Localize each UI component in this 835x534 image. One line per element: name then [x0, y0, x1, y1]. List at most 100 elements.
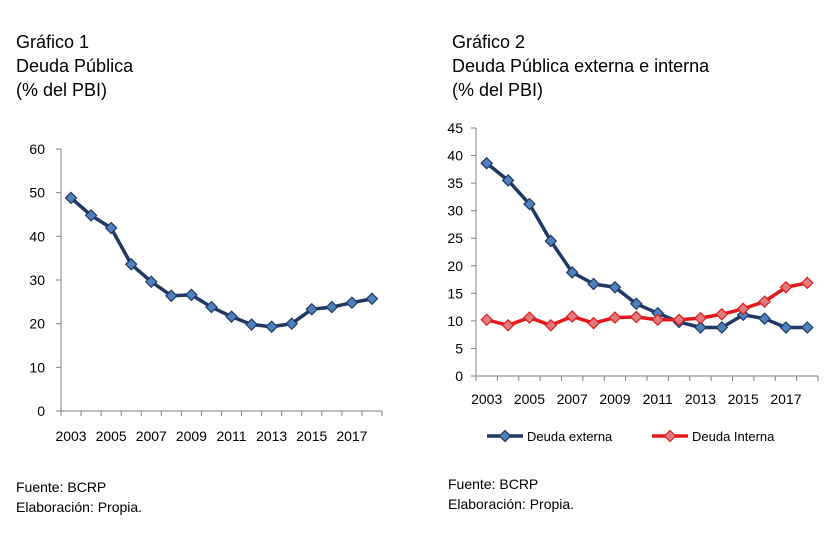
chart1-credit: Elaboración: Propia. — [16, 499, 143, 515]
chart1-series-0-point — [265, 320, 279, 334]
chart2-x-tick-label: 2017 — [770, 391, 801, 407]
chart2-y-tick-label: 20 — [447, 258, 463, 274]
chart2-series-0-point — [523, 197, 536, 211]
chart2-series-0-point — [758, 312, 771, 326]
chart2-series-1-point — [565, 310, 579, 323]
chart1-series-0-point — [325, 300, 339, 314]
chart2-title: Gráfico 2 — [452, 32, 526, 52]
chart1-y-tick-label: 60 — [29, 141, 45, 157]
chart2-x-tick-label: 2005 — [514, 391, 545, 407]
chart1-series-0-point — [345, 296, 359, 310]
chart2-series-0-point — [480, 156, 494, 170]
chart2-series-1-point — [736, 302, 750, 316]
chart2-series-1-point — [480, 313, 494, 327]
chart2-series-1-point — [715, 307, 729, 321]
chart1-series-0-point — [285, 317, 299, 331]
chart2-series-1-point — [587, 316, 600, 330]
chart2-y-tick-label: 40 — [447, 148, 463, 164]
chart2-series-0-point — [715, 321, 729, 334]
chart1-y-tick-label: 10 — [29, 359, 45, 375]
chart2-series-0-point — [800, 321, 814, 334]
chart2-y-tick-label: 0 — [455, 368, 463, 384]
chart2-notes: Fuente: BCRP Elaboración: Propia. — [448, 474, 574, 514]
chart1-series-0-point — [84, 209, 98, 222]
chart1-series-0-point — [225, 310, 238, 324]
chart2-series-1-point — [694, 311, 707, 325]
chart2-x-tick-label: 2009 — [599, 391, 630, 407]
chart2-series-1-point — [523, 311, 536, 324]
chart2-y-tick-label: 15 — [447, 285, 463, 301]
chart1-series-0-point — [124, 257, 138, 271]
chart2-y-tick-label: 5 — [455, 340, 463, 356]
chart1-title-block: Gráfico 1 Deuda Pública (% del PBI) — [16, 30, 133, 102]
chart2-title-block: Gráfico 2 Deuda Pública externa e intern… — [452, 30, 709, 102]
chart2-series-1-point — [608, 311, 622, 324]
chart1-x-tick-label: 2015 — [296, 428, 327, 444]
chart2-series-0-point — [501, 174, 515, 187]
chart1-x-tick-label: 2003 — [55, 428, 86, 444]
chart2-y-tick-label: 30 — [447, 203, 463, 219]
chart2-series-1-point — [544, 318, 558, 332]
chart2-unit: (% del PBI) — [452, 80, 544, 100]
chart1-unit: (% del PBI) — [16, 80, 108, 100]
chart2-x-tick-label: 2003 — [471, 391, 502, 407]
chart1-x-tick-label: 2013 — [256, 428, 287, 444]
chart1-series-0-line — [69, 196, 373, 329]
chart2-x-tick-label: 2007 — [557, 391, 588, 407]
chart1-notes: Fuente: BCRP Elaboración: Propia. — [16, 477, 142, 517]
chart2-credit: Elaboración: Propia. — [448, 496, 575, 512]
chart1-series-0-point — [164, 289, 178, 303]
chart1-x-tick-label: 2005 — [96, 428, 127, 444]
chart1-series-0-point — [185, 288, 198, 302]
chart2-series-0-point — [544, 234, 558, 248]
legend-label-0: Deuda externa — [527, 429, 613, 444]
chart2-series-0-point — [779, 321, 793, 334]
legend-label-1: Deuda Interna — [692, 429, 775, 444]
chart2-series-0-point — [694, 321, 707, 334]
chart1-x-tick-label: 2011 — [216, 428, 246, 444]
chart1-series-0-point — [144, 275, 158, 289]
chart1-y-tick-label: 40 — [29, 228, 45, 244]
chart1-series-0-point — [205, 300, 218, 314]
chart2-legend: Deuda externa Deuda Interna — [487, 429, 775, 444]
legend-marker-1 — [663, 429, 677, 443]
chart2-series-1-line — [486, 281, 808, 328]
chart1-y-tick-label: 20 — [29, 316, 45, 332]
chart2-x-tick-label: 2013 — [685, 391, 716, 407]
chart1-y-tick-label: 0 — [37, 403, 45, 419]
chart2-y-tick-label: 25 — [447, 230, 463, 246]
chart2-series-1-point — [651, 313, 665, 327]
chart1-subtitle: Deuda Pública — [16, 56, 134, 76]
chart2-series-1-point — [779, 280, 793, 294]
chart2-source: Fuente: BCRP — [448, 476, 539, 492]
chart2-series-1-point — [672, 313, 686, 327]
chart2-subtitle: Deuda Pública externa e interna — [452, 56, 710, 76]
chart2-series-0-point — [629, 297, 643, 311]
chart2-series-0-point — [608, 280, 622, 294]
chart2-series-0-point — [587, 277, 600, 291]
chart1-series-0-point — [305, 302, 319, 316]
chart1-x-tick-label: 2009 — [176, 428, 207, 444]
chart2-x-tick-label: 2015 — [728, 391, 759, 407]
chart1-y-tick-label: 50 — [29, 185, 45, 201]
chart1-source: Fuente: BCRP — [16, 479, 107, 495]
chart2-series-0-line — [485, 161, 808, 330]
chart2-y-tick-label: 10 — [447, 313, 463, 329]
chart1-plot: 0 10 20 30 40 50 60 2003 2005 2007 2009 2011 2013 201… — [29, 141, 383, 444]
chart2-series-1-point — [758, 295, 771, 308]
chart1-series-0-point — [245, 318, 258, 331]
chart2-series-1-point — [501, 318, 515, 332]
chart2-y-tick-label: 45 — [447, 120, 463, 136]
chart1-x-tick-label: 2007 — [136, 428, 167, 444]
chart2-series-1-point — [629, 310, 643, 324]
chart1-series-0-point — [64, 191, 78, 205]
chart2-y-tick-label: 35 — [447, 175, 463, 191]
chart1-y-tick-label: 30 — [29, 272, 45, 288]
chart2-series-0-point — [565, 266, 579, 279]
legend-marker-0 — [498, 429, 512, 443]
chart1-title: Gráfico 1 — [16, 32, 90, 52]
chart2-x-tick-label: 2011 — [643, 391, 673, 407]
chart1-series-0-point — [365, 292, 379, 306]
chart1-series-0-point — [104, 221, 118, 235]
